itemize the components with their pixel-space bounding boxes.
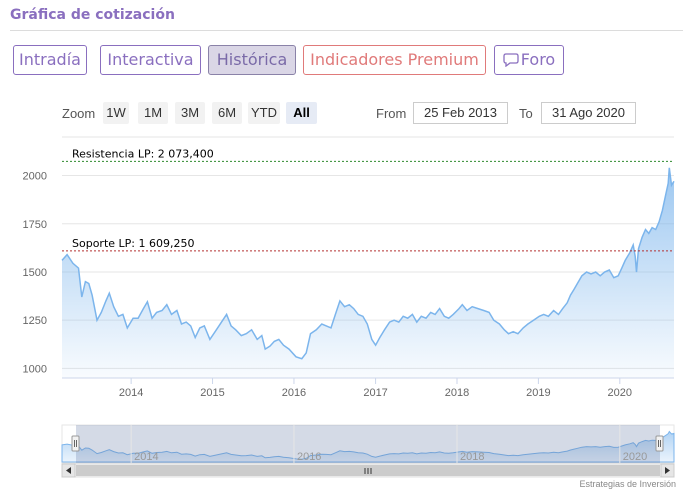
y-tick-label: 1750: [23, 219, 47, 231]
x-tick-label: 2016: [282, 387, 306, 399]
navigator-mask: [76, 425, 660, 463]
navigator-right-handle[interactable]: [655, 435, 664, 452]
navigator-tick-label: 2014: [134, 451, 158, 463]
y-tick-label: 1500: [23, 267, 47, 279]
navigator-tick-label: 2020: [623, 451, 647, 463]
navigator-tick-label: 2018: [460, 451, 484, 463]
zoom-3m-button[interactable]: 3M: [175, 102, 205, 124]
navigator[interactable]: 2014 2016 2018 2020: [61, 424, 675, 464]
from-label: From: [376, 106, 407, 121]
tab-foro[interactable]: Foro: [494, 45, 564, 75]
scrollbar[interactable]: [61, 463, 675, 478]
zoom-all-button[interactable]: All: [286, 102, 317, 124]
scrollbar-grip-icon: [364, 468, 372, 474]
y-tick-label: 1000: [23, 363, 47, 375]
zoom-label: Zoom: [62, 106, 96, 121]
tab-interactiva[interactable]: Interactiva: [100, 45, 201, 75]
tab-intradia[interactable]: Intradía: [13, 45, 87, 75]
zoom-1m-button[interactable]: 1M: [138, 102, 168, 124]
to-date-input[interactable]: 31 Ago 2020: [541, 102, 636, 124]
from-date-input[interactable]: 25 Feb 2013: [413, 102, 508, 124]
scroll-right-arrow-icon[interactable]: [660, 463, 675, 478]
chart-credit: Estrategias de Inversión: [579, 479, 676, 489]
chart-section-title: Gráfica de cotización: [10, 7, 175, 23]
y-axis-ticks: 1000 1250 1500 1750 2000: [23, 171, 47, 376]
reference-lines: Resistencia LP: 2 073,400 Soporte LP: 1 6…: [62, 147, 674, 252]
speech-bubble-icon: [503, 53, 519, 67]
x-tick-label: 2017: [363, 387, 387, 399]
scroll-left-arrow-icon[interactable]: [61, 463, 76, 478]
navigator-tick-label: 2016: [297, 451, 321, 463]
x-axis-ticks: 2014 2015 2016 2017 2018 2019 2020: [119, 378, 632, 399]
x-tick-label: 2014: [119, 387, 143, 399]
x-tick-label: 2020: [608, 387, 632, 399]
zoom-ytd-button[interactable]: YTD: [248, 102, 280, 124]
price-line: [61, 167, 675, 360]
x-tick-label: 2018: [445, 387, 469, 399]
price-area: [62, 167, 674, 378]
y-tick-label: 2000: [23, 171, 47, 183]
navigator-series: [61, 430, 675, 463]
zoom-6m-button[interactable]: 6M: [212, 102, 242, 124]
x-tick-label: 2015: [200, 387, 224, 399]
tab-historica[interactable]: Histórica: [208, 45, 296, 75]
x-tick-label: 2019: [526, 387, 550, 399]
tab-indicadores-premium[interactable]: Indicadores Premium: [303, 45, 486, 75]
y-tick-label: 1250: [23, 315, 47, 327]
tab-foro-label: Foro: [520, 50, 556, 69]
reference-label: Soporte LP: 1 609,250: [72, 237, 194, 250]
zoom-1w-button[interactable]: 1W: [103, 102, 129, 124]
to-label: To: [519, 106, 533, 121]
navigator-left-handle[interactable]: [71, 435, 80, 452]
title-divider: [10, 30, 683, 31]
reference-label: Resistencia LP: 2 073,400: [72, 147, 214, 160]
navigator-ticks: 2014 2016 2018 2020: [130, 425, 647, 463]
